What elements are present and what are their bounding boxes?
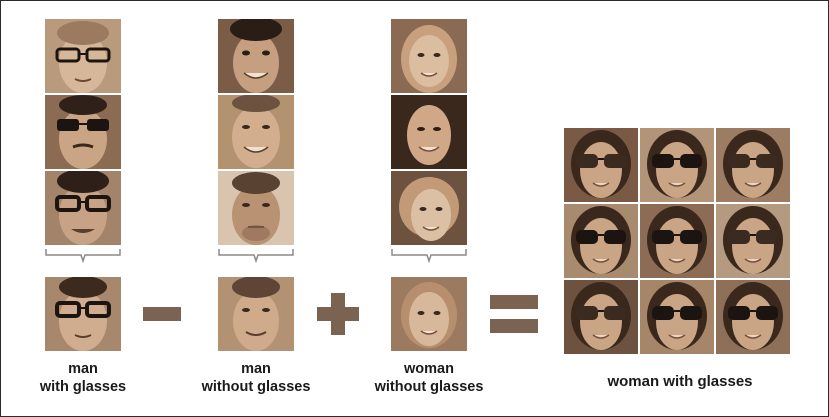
face-woman-noglasses-1 <box>391 19 467 93</box>
label-man-with-glasses: man with glasses <box>21 360 145 396</box>
result-face-r2-c3 <box>716 204 790 278</box>
label-woman-without-glasses-line1: woman <box>404 361 454 377</box>
bracket-col2 <box>217 247 295 263</box>
label-man-without-glasses-line1: man <box>241 361 271 377</box>
label-woman-without-glasses-line2: without glasses <box>374 379 484 395</box>
face-woman-noglasses-2 <box>391 95 467 169</box>
result-face-r3-c3 <box>716 280 790 354</box>
minus-sign <box>143 307 181 321</box>
result-face-r3-c1 <box>564 280 638 354</box>
result-face-r1-c1 <box>564 128 638 202</box>
equals-sign-bottom <box>490 319 538 333</box>
result-face-r1-c3 <box>716 128 790 202</box>
label-man-without-glasses: man without glasses <box>186 360 326 396</box>
result-face-r2-c2 <box>640 204 714 278</box>
face-woman-noglasses-3 <box>391 171 467 245</box>
label-woman-with-glasses: woman with glasses <box>607 373 753 390</box>
label-woman-without-glasses: woman without glasses <box>359 360 499 396</box>
label-man-without-glasses-line2: without glasses <box>201 379 311 395</box>
label-man-with-glasses-line2: with glasses <box>39 379 127 395</box>
face-man-noglasses-1 <box>218 19 294 93</box>
face-man-noglasses-2 <box>218 95 294 169</box>
bracket-col3 <box>390 247 468 263</box>
label-man-with-glasses-line1: man <box>68 361 98 377</box>
equals-sign-top <box>490 295 538 309</box>
plus-sign-vertical <box>331 293 345 335</box>
face-man-noglasses-avg <box>218 277 294 351</box>
face-man-glasses-avg <box>45 277 121 351</box>
face-man-noglasses-3 <box>218 171 294 245</box>
face-man-glasses-1 <box>45 19 121 93</box>
result-face-r1-c2 <box>640 128 714 202</box>
face-woman-noglasses-avg <box>391 277 467 351</box>
bracket-col1 <box>44 247 122 263</box>
result-face-r3-c2 <box>640 280 714 354</box>
result-face-r2-c1 <box>564 204 638 278</box>
face-man-glasses-2 <box>45 95 121 169</box>
face-man-glasses-3 <box>45 171 121 245</box>
